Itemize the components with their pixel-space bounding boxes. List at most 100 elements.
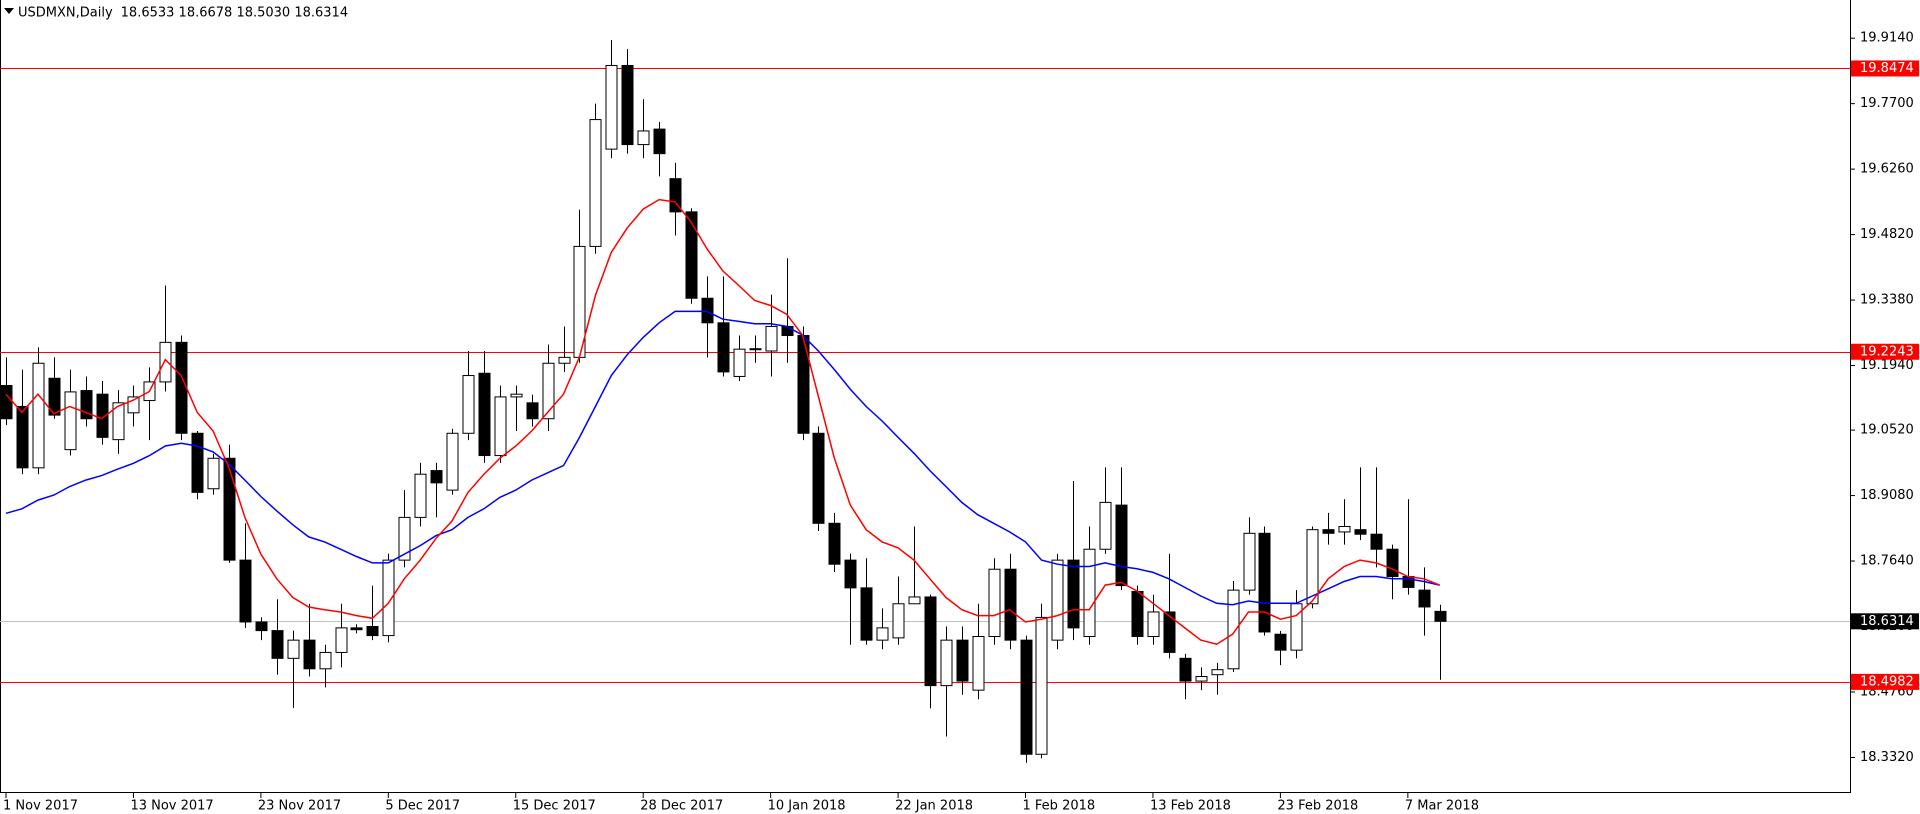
candle-body xyxy=(1067,559,1080,629)
candle-body xyxy=(908,596,921,605)
candle-body xyxy=(749,348,762,351)
candle-body xyxy=(1434,610,1447,622)
y-tick-label: 18.9080 xyxy=(1860,488,1914,503)
x-tick-label: 7 Mar 2018 xyxy=(1405,799,1479,814)
candle-body xyxy=(1274,633,1287,651)
candle-body xyxy=(701,297,714,324)
candle-body xyxy=(1004,568,1017,641)
candle-body xyxy=(797,335,810,434)
candle-body xyxy=(1083,548,1096,638)
candle-body xyxy=(717,322,730,373)
candle-body xyxy=(446,432,459,491)
menu-triangle xyxy=(4,8,14,14)
moving-average-line xyxy=(5,198,1440,646)
x-tick-label: 22 Jan 2018 xyxy=(895,799,973,814)
y-tick-label: 19.0520 xyxy=(1860,423,1914,438)
candle-body xyxy=(80,390,93,420)
x-tick-label: 13 Nov 2017 xyxy=(130,799,213,814)
candle-body xyxy=(1258,532,1271,633)
candle-body xyxy=(271,630,284,659)
y-tick-label: 19.7700 xyxy=(1860,96,1914,111)
y-tick-label: 19.9140 xyxy=(1860,31,1914,46)
candle-body xyxy=(876,627,889,641)
candle-body xyxy=(255,621,268,632)
candle-body xyxy=(16,405,29,469)
candle-body xyxy=(1306,529,1319,605)
candle-body xyxy=(844,559,857,589)
candle-body xyxy=(1243,532,1256,591)
candle-body xyxy=(462,375,475,434)
candle-body xyxy=(191,432,204,493)
candle-body xyxy=(653,128,666,155)
candle-body xyxy=(1179,657,1192,682)
candle-body xyxy=(127,396,140,414)
candle-body xyxy=(988,568,1001,638)
candle-body xyxy=(350,627,363,631)
candle-body xyxy=(1051,559,1064,641)
candle-body xyxy=(510,393,523,398)
candle-body xyxy=(175,341,188,434)
candle-body xyxy=(526,402,539,420)
candle-body xyxy=(781,325,794,337)
candle-body xyxy=(621,64,634,146)
ohlc-readout: 18.6533 18.6678 18.5030 18.6314 xyxy=(121,6,348,21)
x-tick-label: 1 Feb 2018 xyxy=(1023,799,1096,814)
candle-body xyxy=(1386,548,1399,577)
candle-body xyxy=(382,559,395,637)
candle-body xyxy=(96,393,109,438)
candle-body xyxy=(1131,590,1144,638)
price-label-box xyxy=(1851,613,1919,630)
candle-body xyxy=(112,402,125,441)
candle-body xyxy=(1211,669,1224,676)
x-tick-label: 1 Nov 2017 xyxy=(3,799,78,814)
candle-body xyxy=(1227,589,1240,670)
candle-body xyxy=(1354,529,1367,535)
x-tick-label: 13 Feb 2018 xyxy=(1150,799,1231,814)
candle-body xyxy=(1195,676,1208,682)
candle-body xyxy=(1418,589,1431,608)
candle-body xyxy=(542,362,555,420)
candle-body xyxy=(1163,611,1176,653)
price-label: 19.8474 xyxy=(1860,61,1914,76)
x-tick-label: 15 Dec 2017 xyxy=(513,799,596,814)
y-tick-label: 18.7640 xyxy=(1860,554,1914,569)
x-tick-label: 28 Dec 2017 xyxy=(640,799,723,814)
x-tick-label: 10 Jan 2018 xyxy=(768,799,846,814)
candle-body xyxy=(558,356,571,364)
candle-body xyxy=(1147,611,1160,638)
candle-body xyxy=(956,639,969,682)
x-tick-label: 5 Dec 2017 xyxy=(385,799,460,814)
chart-title: USDMXN,Daily xyxy=(18,6,113,21)
price-label-box xyxy=(1851,343,1919,360)
candle-body xyxy=(48,377,61,416)
y-tick-label: 18.3320 xyxy=(1860,750,1914,765)
candle-body xyxy=(239,559,252,623)
candle-body xyxy=(366,626,379,637)
candle-body xyxy=(1099,501,1112,550)
x-tick-label: 23 Nov 2017 xyxy=(258,799,341,814)
price-label-box xyxy=(1851,60,1919,77)
candle-body xyxy=(478,372,491,457)
candle-body xyxy=(860,587,873,641)
moving-average-line xyxy=(5,310,1440,606)
y-tick-label: 19.1940 xyxy=(1860,358,1914,373)
candle-body xyxy=(414,473,427,518)
candle-body xyxy=(605,64,618,150)
candle-body xyxy=(892,603,905,639)
y-tick-label: 19.6260 xyxy=(1860,162,1914,177)
candle-body xyxy=(1370,533,1383,550)
candle-body xyxy=(207,457,220,490)
candle-body xyxy=(1322,529,1335,534)
candle-body xyxy=(669,178,682,213)
candle-body xyxy=(940,639,953,687)
candle-body xyxy=(494,396,507,457)
candle-body xyxy=(924,596,937,687)
candle-body xyxy=(733,348,746,377)
price-label: 19.2243 xyxy=(1860,344,1914,359)
candle-body xyxy=(159,341,172,383)
candle-body xyxy=(430,470,443,484)
candle-body xyxy=(398,516,411,561)
